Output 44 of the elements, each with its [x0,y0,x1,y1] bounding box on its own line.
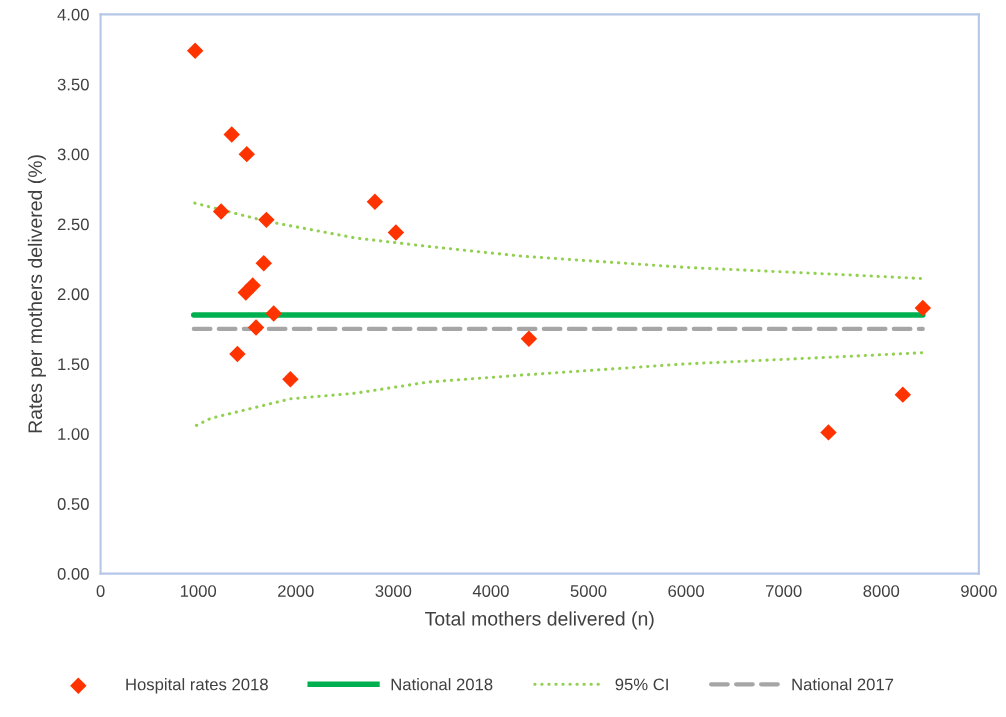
y-tick-label: 3.00 [57,148,89,161]
y-tick-label: 3.50 [57,78,89,91]
point [387,224,405,241]
x-tick-label: 0 [96,585,105,597]
x-tick-label: 1000 [180,585,217,597]
point [238,145,255,163]
x-tick-label: 8000 [863,585,900,597]
x-tick-label: 2000 [278,585,314,597]
point [212,203,230,220]
y-tick-label: 4.00 [57,8,89,21]
point [914,299,932,317]
point [894,386,912,403]
y-tick-label: 1.00 [58,428,89,440]
point [247,319,265,336]
x-tick-label: 7000 [765,585,802,597]
point [258,211,275,229]
legend-label: National 2017 [792,678,894,691]
point [265,305,282,322]
y-tick-label: 1.50 [58,358,89,371]
point [237,284,255,301]
point [229,345,246,363]
y-tick-label: 0.50 [57,498,89,510]
point [255,254,272,272]
point [366,193,384,210]
line-series [194,351,925,427]
point [282,371,299,388]
point [520,330,538,347]
x-tick-label: 4000 [472,585,509,597]
y-tick-label: 2.00 [57,288,89,301]
point [820,424,837,441]
legend-label: Hospital rates 2018 [126,678,268,694]
x-tick-label: 9000 [961,585,997,597]
x-tick-label: 5000 [570,585,607,597]
x-tick-label: 6000 [668,585,704,597]
line-series [193,201,925,281]
y-axis-title: Rates per mothers delivered (%) [27,155,46,433]
x-axis-title: Total mothers delivered (n) [425,611,654,630]
x-tick-label: 3000 [375,585,412,597]
point [223,126,240,143]
y-tick-label: 2.50 [57,218,89,231]
point [186,42,204,59]
legend-label: National 2018 [391,678,493,691]
legend-label: 95% CI [615,678,668,691]
y-tick-label: 0.00 [57,568,89,580]
